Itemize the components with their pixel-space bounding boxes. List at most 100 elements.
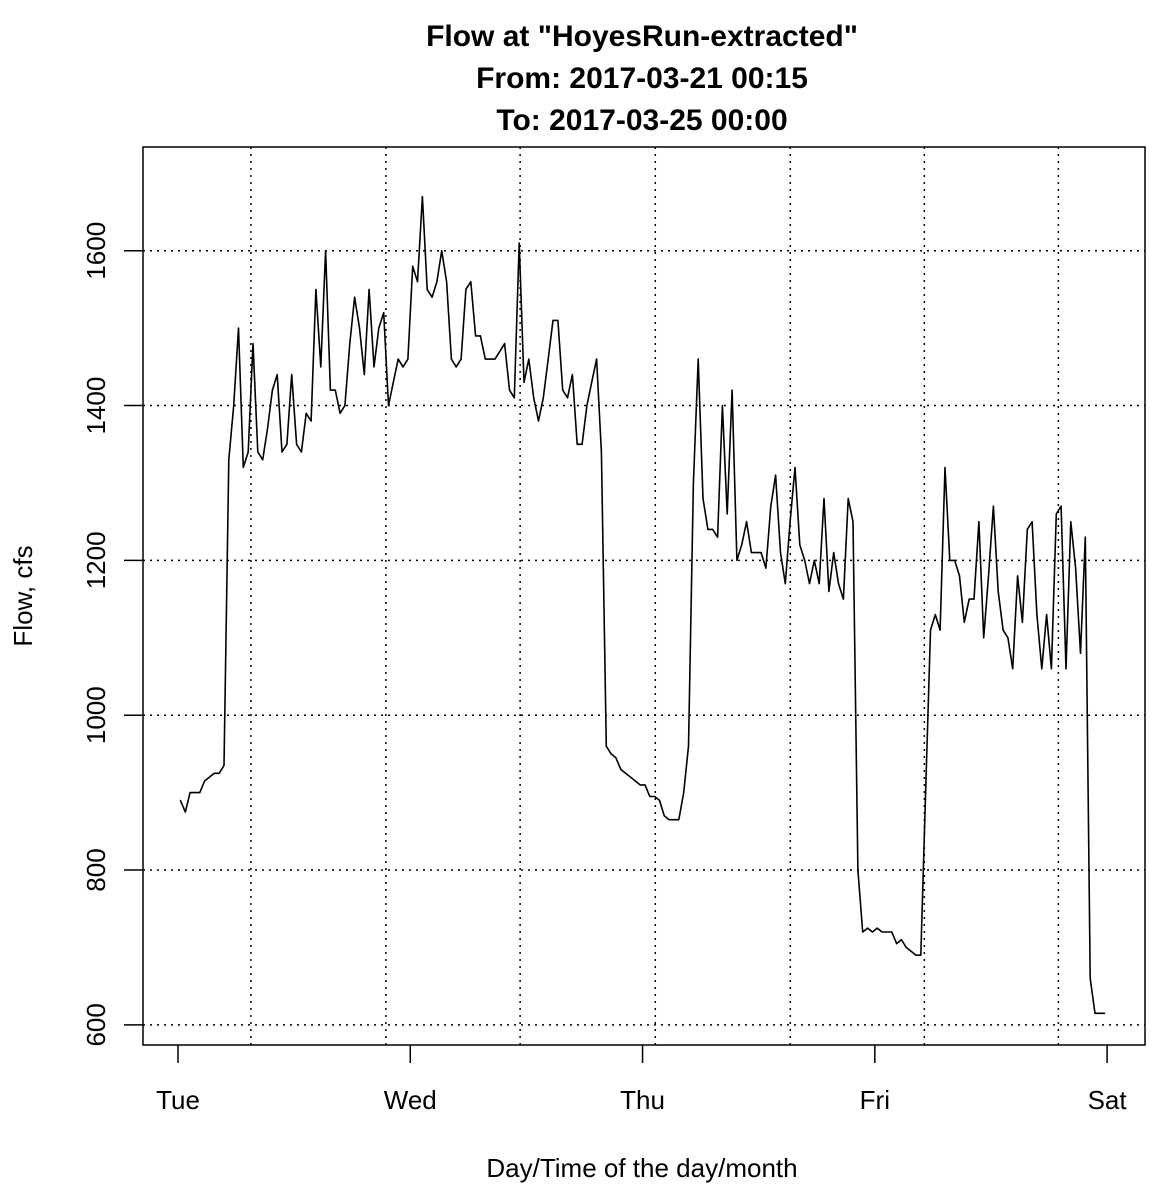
flow-data-point: [949, 559, 951, 561]
flow-data-point: [528, 358, 530, 360]
flow-data-point: [842, 598, 844, 600]
flow-data-point: [620, 768, 622, 771]
flow-data-point: [644, 784, 646, 786]
chart-title-line-2: From: 2017-03-21 00:15: [476, 62, 808, 95]
flow-data-point: [687, 745, 690, 747]
flow-data-point: [910, 950, 912, 952]
flow-data-point: [745, 521, 748, 523]
flow-data-point: [1065, 668, 1067, 670]
flow-data-point: [673, 819, 675, 821]
flow-data-point: [654, 795, 656, 798]
flow-data-point: [194, 792, 196, 794]
flow-data-point: [387, 404, 390, 407]
flow-data-point: [770, 505, 772, 507]
flow-data-point: [281, 451, 283, 453]
flow-data-point: [639, 784, 641, 786]
flow-data-point: [978, 521, 980, 523]
flow-data-point: [804, 559, 806, 561]
y-axis: 600 800 1000 1200 1400 1600: [81, 222, 143, 1047]
flow-data-point: [542, 397, 544, 399]
flow-data-point: [658, 799, 661, 801]
flow-data-point: [291, 373, 293, 376]
x-tick-label: Wed: [384, 1085, 437, 1115]
flow-data-point: [915, 954, 917, 956]
flow-data-point: [707, 528, 709, 531]
flow-data-point: [934, 613, 936, 616]
flow-data-point: [547, 358, 549, 360]
flow-data-point: [992, 505, 994, 507]
flow-data-point: [886, 931, 888, 933]
flow-data-point: [533, 397, 535, 399]
flow-data-point: [625, 772, 627, 774]
flow-data-point: [484, 358, 486, 360]
flow-data-point: [784, 583, 786, 585]
flow-data-point: [833, 552, 835, 554]
flow-data-point: [537, 420, 540, 422]
flow-data-point: [813, 559, 815, 561]
flow-data-point: [775, 474, 777, 476]
flow-data-point: [199, 792, 201, 794]
flow-data-point: [494, 358, 496, 360]
flow-data-point: [1012, 668, 1014, 670]
plot-frame: [142, 146, 1146, 1046]
flow-data-point: [557, 319, 559, 322]
flow-data-point: [702, 497, 704, 500]
flow-data-point: [944, 466, 946, 469]
flow-data-point: [436, 281, 438, 283]
chart-title-line-3: To: 2017-03-25 00:00: [496, 104, 787, 137]
flow-data-point: [1021, 621, 1024, 623]
series-layer: [179, 195, 1106, 1015]
flow-data-point: [1007, 637, 1009, 639]
flow-data-point: [445, 281, 448, 283]
flow-data-point: [1002, 629, 1004, 631]
flow-data-point: [828, 590, 830, 592]
flow-data-point: [208, 776, 211, 778]
flow-data-point: [610, 753, 612, 755]
flow-data-point: [373, 366, 375, 368]
flow-data-point: [1036, 613, 1038, 616]
flow-data-point: [847, 497, 849, 500]
flow-data-point: [1026, 528, 1028, 531]
flow-data-point: [223, 764, 225, 767]
flow-data-point: [997, 590, 999, 592]
flow-data-point: [765, 567, 767, 569]
flow-data-point: [378, 327, 380, 329]
flow-data-point: [925, 792, 927, 794]
flow-data-point: [189, 792, 191, 794]
flow-data-point: [252, 343, 254, 345]
flow-data-point: [1050, 668, 1053, 670]
flow-data-point: [421, 195, 423, 198]
flow-data-point: [586, 404, 588, 407]
flow-data-point: [324, 250, 327, 252]
flow-data-point: [339, 412, 341, 414]
flow-data-point: [368, 288, 370, 291]
flow-data-point: [629, 776, 632, 778]
flow-data-point: [905, 946, 907, 949]
flow-data-point: [363, 373, 365, 376]
flow-data-point: [402, 366, 404, 368]
flow-data-point: [1089, 977, 1091, 980]
flow-data-point: [412, 265, 414, 267]
flow-data-point: [349, 343, 351, 345]
flow-data-point: [823, 497, 825, 500]
flow-data-point: [257, 451, 259, 453]
flow-data-point: [562, 389, 564, 391]
flow-series-line: [179, 195, 1105, 1015]
flow-data-point: [871, 931, 874, 933]
y-tick-label: 1600: [81, 222, 111, 280]
flow-data-point: [315, 288, 317, 291]
flow-data-point: [1075, 567, 1077, 569]
flow-data-point: [499, 350, 501, 352]
flow-data-point: [179, 799, 182, 801]
flow-data-point: [242, 466, 244, 469]
flow-data-point: [857, 869, 859, 871]
flow-data-point: [431, 296, 433, 298]
flow-data-point: [1060, 505, 1062, 507]
flow-data-point: [920, 954, 922, 956]
flow-data-point: [678, 819, 680, 821]
flow-data-point: [334, 389, 336, 391]
flow-data-point: [973, 598, 975, 600]
flow-data-point: [852, 521, 854, 523]
flow-data-point: [518, 242, 520, 244]
y-tick-label: 1400: [81, 377, 111, 435]
